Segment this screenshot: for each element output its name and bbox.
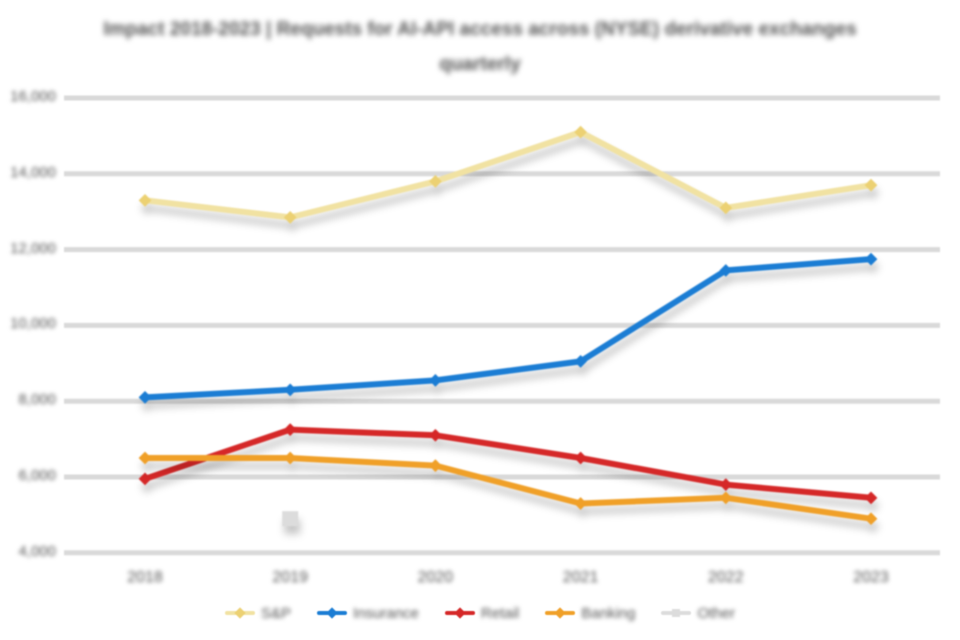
data-point-marker: [429, 428, 442, 442]
data-point-marker: [138, 193, 152, 207]
y-tick-label: 8,000: [18, 391, 56, 409]
y-tick-label: 12,000: [10, 239, 56, 257]
data-point-marker: [864, 252, 878, 266]
chart-legend: S&P Insurance Retail Banking Other: [0, 600, 960, 626]
legend-item: S&P: [225, 605, 291, 622]
chart-title: Impact 2018-2023 | Requests for AI-API a…: [103, 19, 857, 40]
x-tick-label: 2018: [127, 569, 163, 586]
data-point-marker: [283, 451, 297, 465]
series-line: [142, 256, 874, 401]
data-point-marker: [864, 178, 878, 192]
series-retail: [138, 423, 878, 505]
legend-label: S&P: [261, 604, 292, 622]
legend-item: Insurance: [317, 605, 419, 622]
legend-line-marker-swatch: [225, 607, 255, 619]
legend-label: Retail: [480, 604, 520, 622]
data-point-marker: [574, 451, 587, 465]
series-line: [142, 129, 874, 221]
legend-line-marker-swatch: [444, 607, 475, 619]
x-tick-label: 2022: [708, 569, 744, 586]
data-point-marker: [719, 478, 733, 491]
x-tick-label: 2021: [562, 569, 599, 586]
legend-item: Other: [661, 605, 735, 622]
series-other: [282, 511, 299, 527]
series-insurance: [138, 252, 878, 404]
data-point-marker: [138, 391, 152, 404]
data-point-marker: [138, 472, 152, 486]
data-point-marker: [429, 459, 442, 472]
data-point-marker: [138, 451, 152, 465]
x-tick-label: 2023: [853, 569, 889, 586]
series-line: [142, 455, 874, 522]
data-point-marker: [864, 512, 878, 526]
y-tick-label: 6,000: [18, 467, 56, 484]
data-point-marker: [282, 511, 299, 527]
legend-line-marker-swatch: [545, 607, 576, 619]
y-tick-label: 16,000: [10, 88, 56, 105]
legend-label: Insurance: [353, 604, 419, 622]
data-point-marker: [429, 175, 442, 188]
data-point-marker: [719, 491, 733, 505]
legend-label: Banking: [581, 604, 636, 622]
y-tick-label: 4,000: [18, 542, 56, 560]
legend-label: Other: [697, 604, 735, 622]
y-tick-label: 14,000: [10, 163, 56, 181]
data-point-marker: [283, 423, 297, 436]
legend-item: Retail: [444, 604, 520, 622]
series-line: [142, 426, 874, 501]
data-point-marker: [283, 383, 297, 397]
data-point-marker: [283, 211, 297, 224]
data-point-marker: [429, 373, 442, 387]
chart-subtitle: quarterly: [439, 54, 521, 75]
x-tick-label: 2019: [272, 569, 308, 586]
x-tick-label: 2020: [417, 569, 454, 586]
data-point-marker: [864, 491, 878, 505]
y-tick-label: 10,000: [10, 315, 56, 333]
data-point-marker: [574, 497, 587, 510]
legend-item: Banking: [545, 605, 635, 622]
legend-line-marker-swatch: [661, 607, 692, 619]
legend-line-marker-swatch: [317, 607, 348, 619]
